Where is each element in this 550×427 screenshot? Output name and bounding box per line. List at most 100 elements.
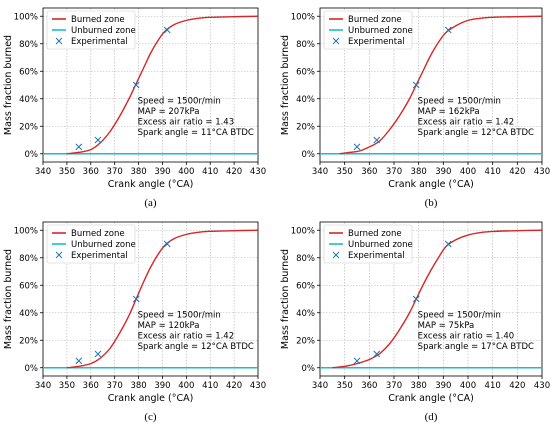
experimental-point bbox=[163, 240, 171, 248]
x-tick-label: 410 bbox=[485, 381, 501, 391]
legend-label: Burned zone bbox=[71, 15, 125, 25]
experimental-point bbox=[444, 26, 452, 34]
x-tick-label: 340 bbox=[35, 381, 51, 391]
annotation-text: Speed = 1500r/min bbox=[418, 310, 501, 320]
plot-frame bbox=[319, 7, 543, 163]
y-tick-label: 80% bbox=[296, 40, 315, 50]
experimental-point bbox=[94, 350, 102, 358]
legend-swatch bbox=[332, 37, 340, 45]
plot-frame bbox=[42, 7, 259, 163]
x-tick-label: 410 bbox=[202, 381, 218, 391]
y-tick-label: 20% bbox=[296, 122, 315, 132]
legend-box bbox=[323, 224, 413, 264]
annotation-text: Spark angle = 11°CA BTDC bbox=[138, 128, 254, 138]
legend-swatch bbox=[332, 251, 340, 259]
burned-zone-line bbox=[339, 15, 543, 155]
y-axis-label: Mass fraction burned bbox=[280, 249, 291, 349]
x-tick-label: 370 bbox=[386, 167, 402, 177]
y-axis-label: Mass fraction burned bbox=[3, 35, 14, 135]
annotation-text: Excess air ratio = 1.40 bbox=[418, 331, 515, 341]
x-tick-label: 430 bbox=[534, 381, 550, 391]
y-tick-label: 80% bbox=[19, 40, 38, 50]
x-tick-label: 350 bbox=[59, 381, 75, 391]
y-tick-label: 100% bbox=[291, 226, 315, 236]
x-tick-label: 390 bbox=[435, 381, 451, 391]
legend-label: Experimental bbox=[348, 37, 405, 47]
burned-zone-line bbox=[332, 229, 543, 369]
x-tick-label: 350 bbox=[59, 167, 75, 177]
y-tick-label: 0% bbox=[302, 150, 316, 160]
x-tick-label: 430 bbox=[250, 381, 266, 391]
x-tick-label: 340 bbox=[35, 167, 51, 177]
plot-frame bbox=[319, 221, 543, 377]
x-tick-label: 420 bbox=[509, 381, 525, 391]
y-tick-label: 100% bbox=[14, 12, 38, 22]
legend-label: Unburned zone bbox=[348, 26, 413, 36]
plot-frame bbox=[42, 221, 259, 377]
annotation-text: Excess air ratio = 1.42 bbox=[418, 117, 515, 127]
x-tick-label: 430 bbox=[534, 167, 550, 177]
legend-box bbox=[323, 10, 413, 50]
y-tick-label: 60% bbox=[296, 67, 315, 77]
x-tick-label: 400 bbox=[178, 167, 194, 177]
y-tick-label: 0% bbox=[302, 364, 316, 374]
x-tick-label: 430 bbox=[250, 167, 266, 177]
y-tick-label: 40% bbox=[296, 309, 315, 319]
y-tick-label: 60% bbox=[19, 67, 38, 77]
panel-caption: (b) bbox=[425, 197, 438, 209]
panel-caption: (d) bbox=[425, 411, 438, 423]
y-tick-label: 40% bbox=[296, 95, 315, 105]
x-axis-label: Crank angle (°CA) bbox=[388, 179, 474, 190]
y-tick-label: 0% bbox=[25, 150, 39, 160]
x-tick-label: 390 bbox=[435, 167, 451, 177]
x-tick-label: 380 bbox=[411, 167, 427, 177]
x-axis-label: Crank angle (°CA) bbox=[108, 179, 194, 190]
legend-swatch bbox=[55, 37, 63, 45]
y-tick-label: 80% bbox=[19, 254, 38, 264]
annotation-text: Spark angle = 12°CA BTDC bbox=[418, 128, 534, 138]
annotation-text: Speed = 1500r/min bbox=[138, 310, 221, 320]
annotation-text: Excess air ratio = 1.43 bbox=[138, 117, 235, 127]
legend-label: Burned zone bbox=[348, 229, 402, 239]
legend-label: Experimental bbox=[71, 251, 128, 261]
x-tick-label: 380 bbox=[411, 381, 427, 391]
experimental-point bbox=[75, 357, 83, 365]
chart-panel: 340 350 360 370 380 390 400 410 420 430 0% 20% 40% 60… bbox=[3, 7, 266, 209]
annotation-text: Speed = 1500r/min bbox=[418, 96, 501, 106]
annotation-text: MAP = 75kPa bbox=[418, 321, 475, 331]
y-tick-label: 100% bbox=[291, 12, 315, 22]
x-tick-label: 420 bbox=[226, 381, 242, 391]
burned-zone-line bbox=[66, 15, 259, 155]
experimental-point bbox=[132, 81, 140, 89]
x-tick-label: 350 bbox=[337, 381, 353, 391]
x-tick-label: 370 bbox=[107, 381, 123, 391]
annotation-text: MAP = 162kPa bbox=[418, 107, 480, 117]
x-tick-label: 340 bbox=[312, 381, 328, 391]
x-tick-label: 420 bbox=[226, 167, 242, 177]
x-tick-label: 410 bbox=[202, 167, 218, 177]
y-tick-label: 20% bbox=[19, 336, 38, 346]
x-tick-label: 360 bbox=[361, 167, 377, 177]
experimental-point bbox=[163, 26, 171, 34]
annotation-text: Spark angle = 12°CA BTDC bbox=[138, 342, 254, 352]
y-tick-label: 20% bbox=[296, 336, 315, 346]
experimental-point bbox=[75, 143, 83, 151]
x-tick-label: 370 bbox=[107, 167, 123, 177]
y-tick-label: 40% bbox=[19, 95, 38, 105]
legend-label: Experimental bbox=[348, 251, 405, 261]
x-tick-label: 400 bbox=[460, 381, 476, 391]
experimental-point bbox=[132, 295, 140, 303]
y-tick-label: 60% bbox=[19, 281, 38, 291]
experimental-point bbox=[94, 136, 102, 144]
experimental-point bbox=[444, 240, 452, 248]
x-tick-label: 340 bbox=[312, 167, 328, 177]
y-axis-label: Mass fraction burned bbox=[3, 249, 14, 349]
x-tick-label: 390 bbox=[154, 167, 170, 177]
panel-caption: (c) bbox=[144, 411, 157, 423]
legend-label: Experimental bbox=[71, 37, 128, 47]
y-tick-label: 0% bbox=[25, 364, 39, 374]
